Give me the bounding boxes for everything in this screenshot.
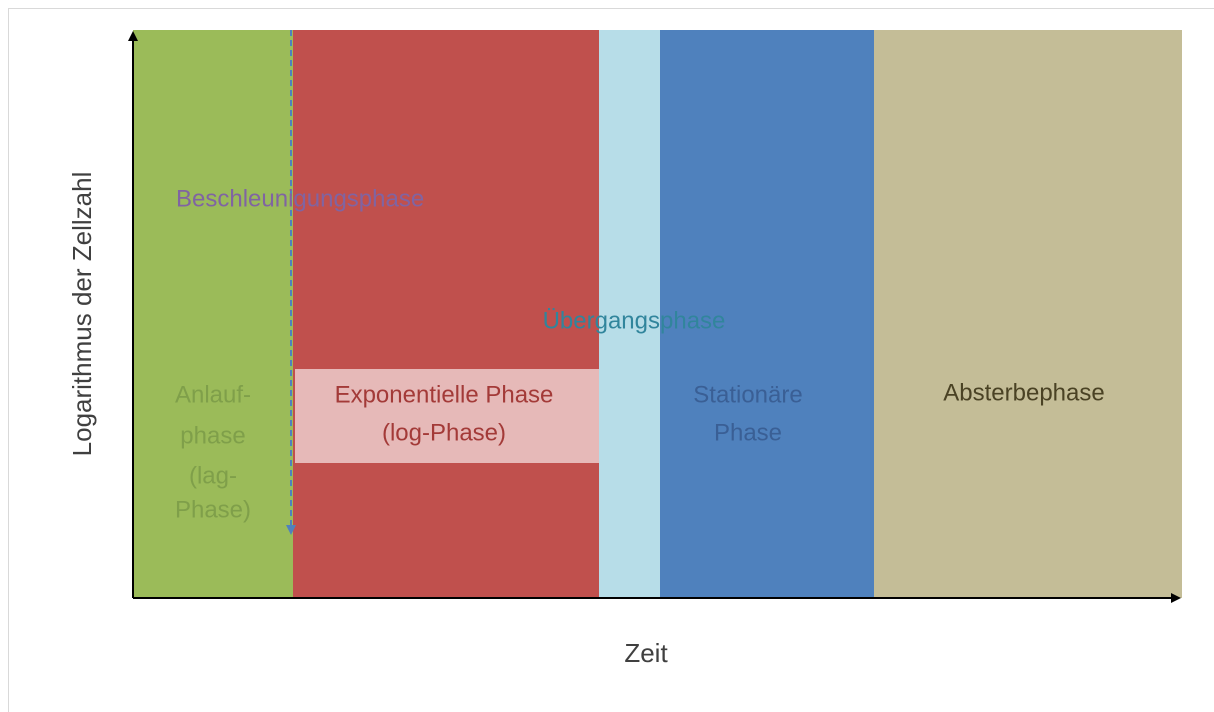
phase-label: phase — [180, 422, 245, 449]
frame — [8, 8, 1214, 712]
log-band — [293, 30, 599, 598]
lag-band — [133, 30, 293, 598]
phase-label: Stationäre — [693, 381, 802, 408]
x-axis-label: Zeit — [624, 638, 668, 668]
phase-label: Phase — [714, 419, 782, 446]
phase-label: Absterbephase — [943, 379, 1104, 406]
phase-label: Anlauf- — [175, 381, 251, 408]
phase-label: Exponentielle Phase — [335, 381, 554, 408]
log-label-box — [295, 369, 599, 463]
y-axis-label: Logarithmus der Zellzahl — [67, 172, 97, 457]
annotation: Übergangsphase — [543, 307, 726, 334]
annotation: Beschleunigungsphase — [176, 185, 424, 212]
phase-label: Phase) — [175, 496, 251, 523]
transition-band — [599, 30, 660, 598]
phase-label: (log-Phase) — [382, 419, 506, 446]
death-band — [874, 30, 1182, 598]
stationary-band — [660, 30, 874, 598]
phase-label: (lag- — [189, 462, 237, 489]
